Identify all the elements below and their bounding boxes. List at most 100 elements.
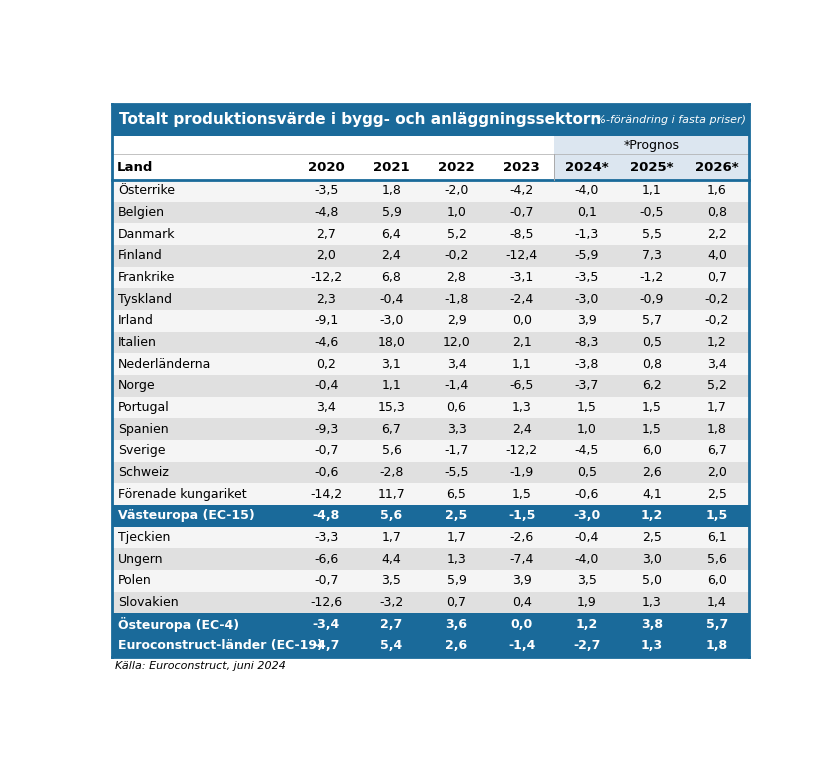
Text: Danmark: Danmark (118, 228, 176, 241)
Text: Sverige: Sverige (118, 445, 165, 458)
Text: 3,4: 3,4 (317, 401, 336, 414)
Text: -0,6: -0,6 (575, 488, 599, 501)
Text: *Prognos: *Prognos (624, 138, 680, 151)
Text: -3,2: -3,2 (380, 596, 403, 609)
Text: 3,5: 3,5 (577, 575, 596, 587)
Text: 6,1: 6,1 (707, 531, 727, 544)
Text: 2,8: 2,8 (447, 271, 466, 284)
Text: 0,7: 0,7 (707, 271, 727, 284)
Text: -3,0: -3,0 (379, 315, 404, 328)
Text: -1,8: -1,8 (444, 293, 469, 306)
Text: 5,2: 5,2 (447, 228, 466, 241)
Text: -2,6: -2,6 (510, 531, 533, 544)
Text: 2,5: 2,5 (642, 531, 662, 544)
Text: -6,5: -6,5 (509, 379, 534, 392)
Text: 0,8: 0,8 (642, 358, 662, 371)
Text: Spanien: Spanien (118, 423, 169, 435)
Text: -3,7: -3,7 (575, 379, 599, 392)
Text: -1,5: -1,5 (508, 509, 535, 522)
Text: 1,8: 1,8 (381, 185, 402, 198)
Text: Östeuropa (EC-4): Östeuropa (EC-4) (118, 616, 239, 632)
Text: 0,0: 0,0 (512, 315, 532, 328)
Text: -0,4: -0,4 (379, 293, 404, 306)
Text: Slovakien: Slovakien (118, 596, 179, 609)
Text: -8,3: -8,3 (575, 336, 599, 349)
Text: Ungern: Ungern (118, 553, 164, 565)
Text: 2024*: 2024* (565, 161, 608, 174)
Text: Italien: Italien (118, 336, 157, 349)
Text: -0,4: -0,4 (575, 531, 599, 544)
Text: 6,2: 6,2 (642, 379, 662, 392)
Text: -9,1: -9,1 (314, 315, 339, 328)
Text: 2,5: 2,5 (445, 509, 468, 522)
Text: 2,5: 2,5 (707, 488, 727, 501)
Text: 3,5: 3,5 (381, 575, 402, 587)
Text: 6,5: 6,5 (447, 488, 466, 501)
Text: 6,0: 6,0 (707, 575, 727, 587)
Text: -4,7: -4,7 (312, 639, 340, 652)
FancyBboxPatch shape (112, 635, 749, 657)
FancyBboxPatch shape (112, 223, 749, 245)
Text: 1,8: 1,8 (706, 639, 728, 652)
Text: Euroconstruct-länder (EC-19): Euroconstruct-länder (EC-19) (118, 639, 323, 652)
Text: 1,5: 1,5 (642, 401, 662, 414)
FancyBboxPatch shape (112, 440, 749, 461)
Text: -12,4: -12,4 (506, 249, 538, 262)
Text: Tyskland: Tyskland (118, 293, 172, 306)
FancyBboxPatch shape (112, 288, 749, 310)
Text: 3,9: 3,9 (512, 575, 532, 587)
Text: Österrike: Österrike (118, 185, 175, 198)
Text: -3,5: -3,5 (314, 185, 339, 198)
Text: -0,9: -0,9 (639, 293, 664, 306)
Text: -3,3: -3,3 (314, 531, 339, 544)
Text: Finland: Finland (118, 249, 163, 262)
Text: -3,4: -3,4 (312, 618, 340, 631)
Text: 12,0: 12,0 (443, 336, 470, 349)
Text: -4,0: -4,0 (575, 553, 599, 565)
Text: 1,5: 1,5 (642, 423, 662, 435)
Text: -0,7: -0,7 (509, 206, 534, 219)
Text: -5,9: -5,9 (575, 249, 599, 262)
Text: 2023: 2023 (503, 161, 540, 174)
Text: 3,3: 3,3 (447, 423, 466, 435)
Text: -5,5: -5,5 (444, 466, 469, 479)
Text: 15,3: 15,3 (377, 401, 406, 414)
FancyBboxPatch shape (112, 613, 749, 635)
Text: Schweiz: Schweiz (118, 466, 169, 479)
Text: (%-förändring i fasta priser): (%-förändring i fasta priser) (591, 115, 746, 125)
Text: 5,6: 5,6 (381, 445, 402, 458)
Text: 1,9: 1,9 (577, 596, 596, 609)
Text: 1,1: 1,1 (381, 379, 402, 392)
Text: 2026*: 2026* (696, 161, 738, 174)
Text: 1,5: 1,5 (706, 509, 728, 522)
Text: 1,7: 1,7 (447, 531, 466, 544)
Text: -1,4: -1,4 (444, 379, 469, 392)
Text: -4,0: -4,0 (575, 185, 599, 198)
Text: 7,3: 7,3 (642, 249, 662, 262)
Text: -0,2: -0,2 (444, 249, 469, 262)
Text: 1,3: 1,3 (447, 553, 466, 565)
Text: 3,8: 3,8 (641, 618, 663, 631)
Text: Totalt produktionsvärde i bygg- och anläggningssektorn: Totalt produktionsvärde i bygg- och anlä… (119, 112, 601, 128)
Text: 2,3: 2,3 (317, 293, 336, 306)
Text: 5,6: 5,6 (707, 553, 727, 565)
Text: -9,3: -9,3 (314, 423, 339, 435)
FancyBboxPatch shape (112, 527, 749, 548)
FancyBboxPatch shape (112, 245, 749, 267)
FancyBboxPatch shape (112, 104, 749, 136)
Text: 1,1: 1,1 (642, 185, 662, 198)
FancyBboxPatch shape (112, 548, 749, 570)
Text: -12,2: -12,2 (506, 445, 538, 458)
Text: -0,4: -0,4 (314, 379, 339, 392)
Text: 6,7: 6,7 (707, 445, 727, 458)
Text: Portugal: Portugal (118, 401, 170, 414)
Text: -3,8: -3,8 (575, 358, 599, 371)
Text: 6,8: 6,8 (381, 271, 402, 284)
Text: 2,6: 2,6 (445, 639, 468, 652)
Text: 2,1: 2,1 (512, 336, 532, 349)
Text: -4,5: -4,5 (575, 445, 599, 458)
Text: 2025*: 2025* (630, 161, 674, 174)
Text: Irland: Irland (118, 315, 154, 328)
Text: 2,4: 2,4 (512, 423, 532, 435)
Text: 5,5: 5,5 (642, 228, 662, 241)
